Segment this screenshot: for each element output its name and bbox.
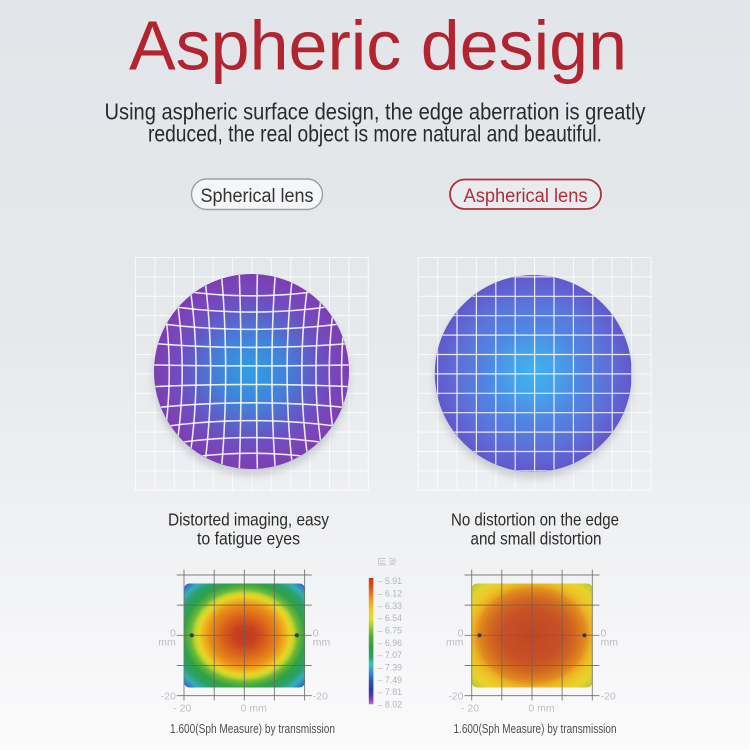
svg-text:0 mm: 0 mm	[528, 703, 555, 715]
svg-text:0: 0	[458, 628, 464, 640]
svg-text:– 6.54: – 6.54	[378, 613, 403, 624]
svg-text:– 7.39: – 7.39	[378, 663, 403, 674]
svg-text:reduced, the real object is mo: reduced, the real object is more natural…	[148, 121, 602, 147]
svg-text:mm: mm	[313, 637, 331, 649]
svg-text:1.600(Sph Measure) by transmis: 1.600(Sph Measure) by transmission	[454, 721, 617, 736]
svg-text:mm: mm	[601, 637, 619, 649]
svg-text:– 7.81: – 7.81	[378, 687, 403, 698]
svg-text:– 7.07: – 7.07	[378, 650, 403, 661]
svg-text:-20: -20	[448, 691, 463, 703]
svg-text:– 6.96: – 6.96	[378, 638, 403, 649]
svg-text:and small distortion: and small distortion	[471, 529, 602, 549]
svg-text:1.600(Sph Measure) by transmis: 1.600(Sph Measure) by transmission	[170, 721, 335, 736]
svg-text:- 20: - 20	[461, 703, 479, 715]
svg-text:to fatigue eyes: to fatigue eyes	[197, 529, 300, 549]
svg-text:Spherical lens: Spherical lens	[201, 186, 314, 207]
svg-text:mm: mm	[158, 637, 176, 649]
svg-text:– 6.33: – 6.33	[378, 601, 403, 612]
svg-text:0: 0	[170, 628, 176, 640]
svg-text:Aspherical lens: Aspherical lens	[464, 186, 588, 207]
svg-text:0: 0	[601, 628, 607, 640]
svg-text:-20: -20	[161, 691, 176, 703]
svg-text:– 6.12: – 6.12	[378, 589, 403, 600]
svg-text:– 8.02: – 8.02	[378, 700, 403, 711]
svg-text:– 6.75: – 6.75	[378, 626, 403, 637]
svg-text:No distortion on the edge: No distortion on the edge	[451, 510, 619, 530]
svg-text:Using aspheric surface design,: Using aspheric surface design, the edge …	[105, 99, 646, 125]
svg-text:- 20: - 20	[173, 703, 191, 715]
svg-text:-20: -20	[601, 691, 616, 703]
svg-text:-20: -20	[313, 691, 328, 703]
svg-text:– 5.91: – 5.91	[378, 576, 403, 587]
svg-text:0: 0	[313, 628, 319, 640]
svg-text:0 mm: 0 mm	[241, 703, 268, 715]
svg-text:mm: mm	[446, 637, 464, 649]
svg-text:Aspheric design: Aspheric design	[129, 7, 627, 85]
svg-text:Distorted imaging, easy: Distorted imaging, easy	[168, 510, 329, 530]
svg-text:– 7.49: – 7.49	[378, 675, 403, 686]
